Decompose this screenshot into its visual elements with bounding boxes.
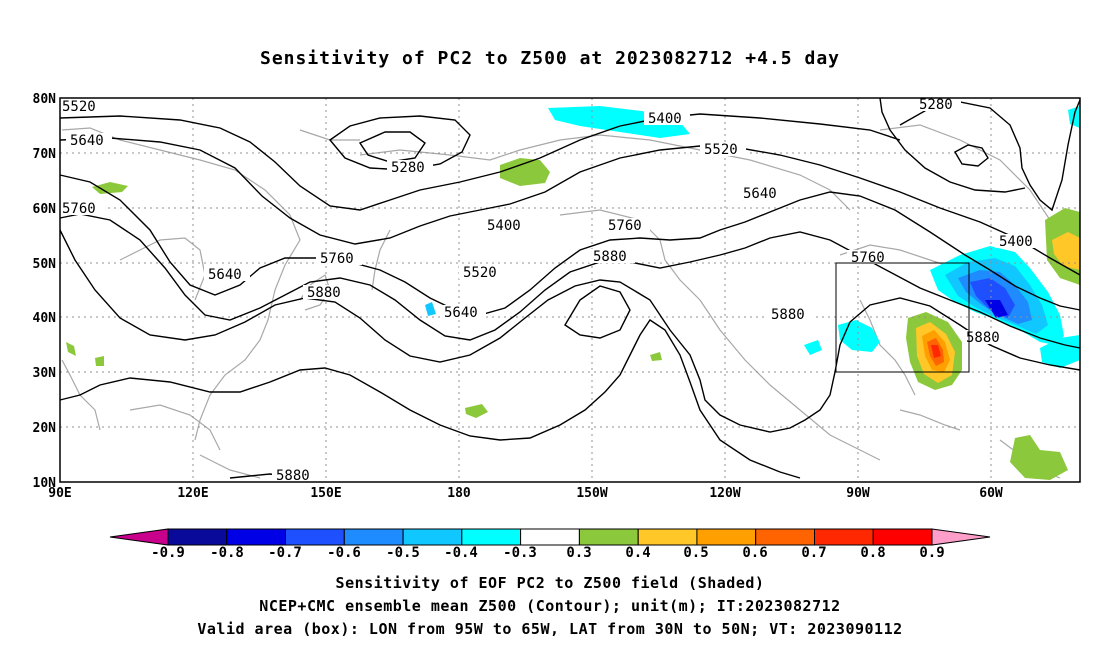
lon-label: 120E [177,486,208,501]
lat-label: 20N [33,421,57,436]
contour-label: 5520 [62,99,96,115]
colorbar-cell [814,528,874,546]
sensitivity-shading [66,106,1080,480]
colorbar-cell [696,528,757,546]
contour-label: 5640 [743,186,777,202]
contour-label: 5760 [608,218,642,234]
contour-label: 5400 [487,218,521,234]
contour-label: 5880 [966,330,1000,346]
colorbar-cell [578,528,639,546]
lat-label: 70N [33,147,57,162]
contour-label: 5520 [704,142,738,158]
colorbar: -0.9 -0.8 -0.7 -0.6 -0.5 -0.4 -0.3 0.3 0… [109,528,991,561]
contour-labels: 5520 5640 5760 5400 5280 5520 5400 5640 … [58,97,1041,484]
contour-label: 5280 [391,160,425,176]
contour-label: 5400 [999,234,1033,250]
contour-label: 5640 [208,267,242,283]
colorbar-label: 0.8 [860,545,885,561]
z500-contours [59,97,1081,479]
colorbar-label: 0.4 [625,545,650,561]
contour-label: 5640 [444,305,478,321]
colorbar-cell [637,528,698,546]
colorbar-low-end [109,528,169,546]
colorbar-label: -0.4 [444,545,478,561]
colorbar-cell [226,528,287,546]
colorbar-cell [167,528,228,546]
colorbar-cell [520,528,580,546]
contour-label: 5880 [593,249,627,265]
contour-label: 5400 [648,111,682,127]
colorbar-label: 0.7 [801,545,826,561]
lon-label: 180 [447,486,471,501]
colorbar-label: -0.9 [151,545,185,561]
contour-label: 5280 [919,97,953,113]
contour-label: 5760 [851,250,885,266]
colorbar-label: 0.3 [566,545,591,561]
colorbar-cell [402,528,463,546]
contour-label: 5760 [62,201,96,217]
contour-label: 5520 [463,265,497,281]
lon-label: 90W [846,486,870,501]
lat-label: 60N [33,202,57,217]
lat-label: 10N [33,476,57,491]
colorbar-label: -0.5 [386,545,420,561]
lon-label: 90E [48,486,71,501]
map-background [60,98,1080,482]
lat-label: 50N [33,257,57,272]
contour-label: 5880 [771,307,805,323]
caption-shading: Sensitivity of EOF PC2 to Z500 field (Sh… [335,574,765,592]
colorbar-label: -0.7 [268,545,302,561]
lat-label: 40N [33,311,57,326]
colorbar-cell [343,528,404,546]
colorbar-label: -0.8 [210,545,244,561]
valid-area-box [835,262,970,373]
colorbar-label: 0.5 [683,545,708,561]
colorbar-cell [755,528,816,546]
lat-label: 30N [33,366,57,381]
map-frame [59,97,1081,483]
plot-title: Sensitivity of PC2 to Z500 at 2023082712… [259,48,840,69]
contour-label: 5760 [320,251,354,267]
colorbar-label: 0.9 [919,545,944,561]
colorbar-cell [872,528,933,546]
lon-label: 60W [979,486,1003,501]
colorbar-label: 0.6 [742,545,767,561]
colorbar-cell [285,528,345,546]
longitude-labels: 90E 120E 150E 180 150W 120W 90W 60W [48,486,1003,501]
lon-label: 150W [576,486,607,501]
lon-label: 120W [709,486,740,501]
caption-valid-area: Valid area (box): LON from 95W to 65W, L… [197,620,903,638]
colorbar-cells [167,528,933,546]
lon-label: 150E [310,486,341,501]
contour-label: 5640 [70,133,104,149]
contour-label: 5880 [276,468,310,484]
lat-label: 80N [33,92,57,107]
contour-label: 5880 [307,285,341,301]
colorbar-cell [461,528,522,546]
colorbar-label: -0.6 [327,545,361,561]
colorbar-high-end [931,528,991,546]
latitude-labels: 80N 70N 60N 50N 40N 30N 20N 10N [33,92,57,491]
colorbar-label: -0.3 [503,545,537,561]
caption-contour: NCEP+CMC ensemble mean Z500 (Contour); u… [259,597,841,615]
